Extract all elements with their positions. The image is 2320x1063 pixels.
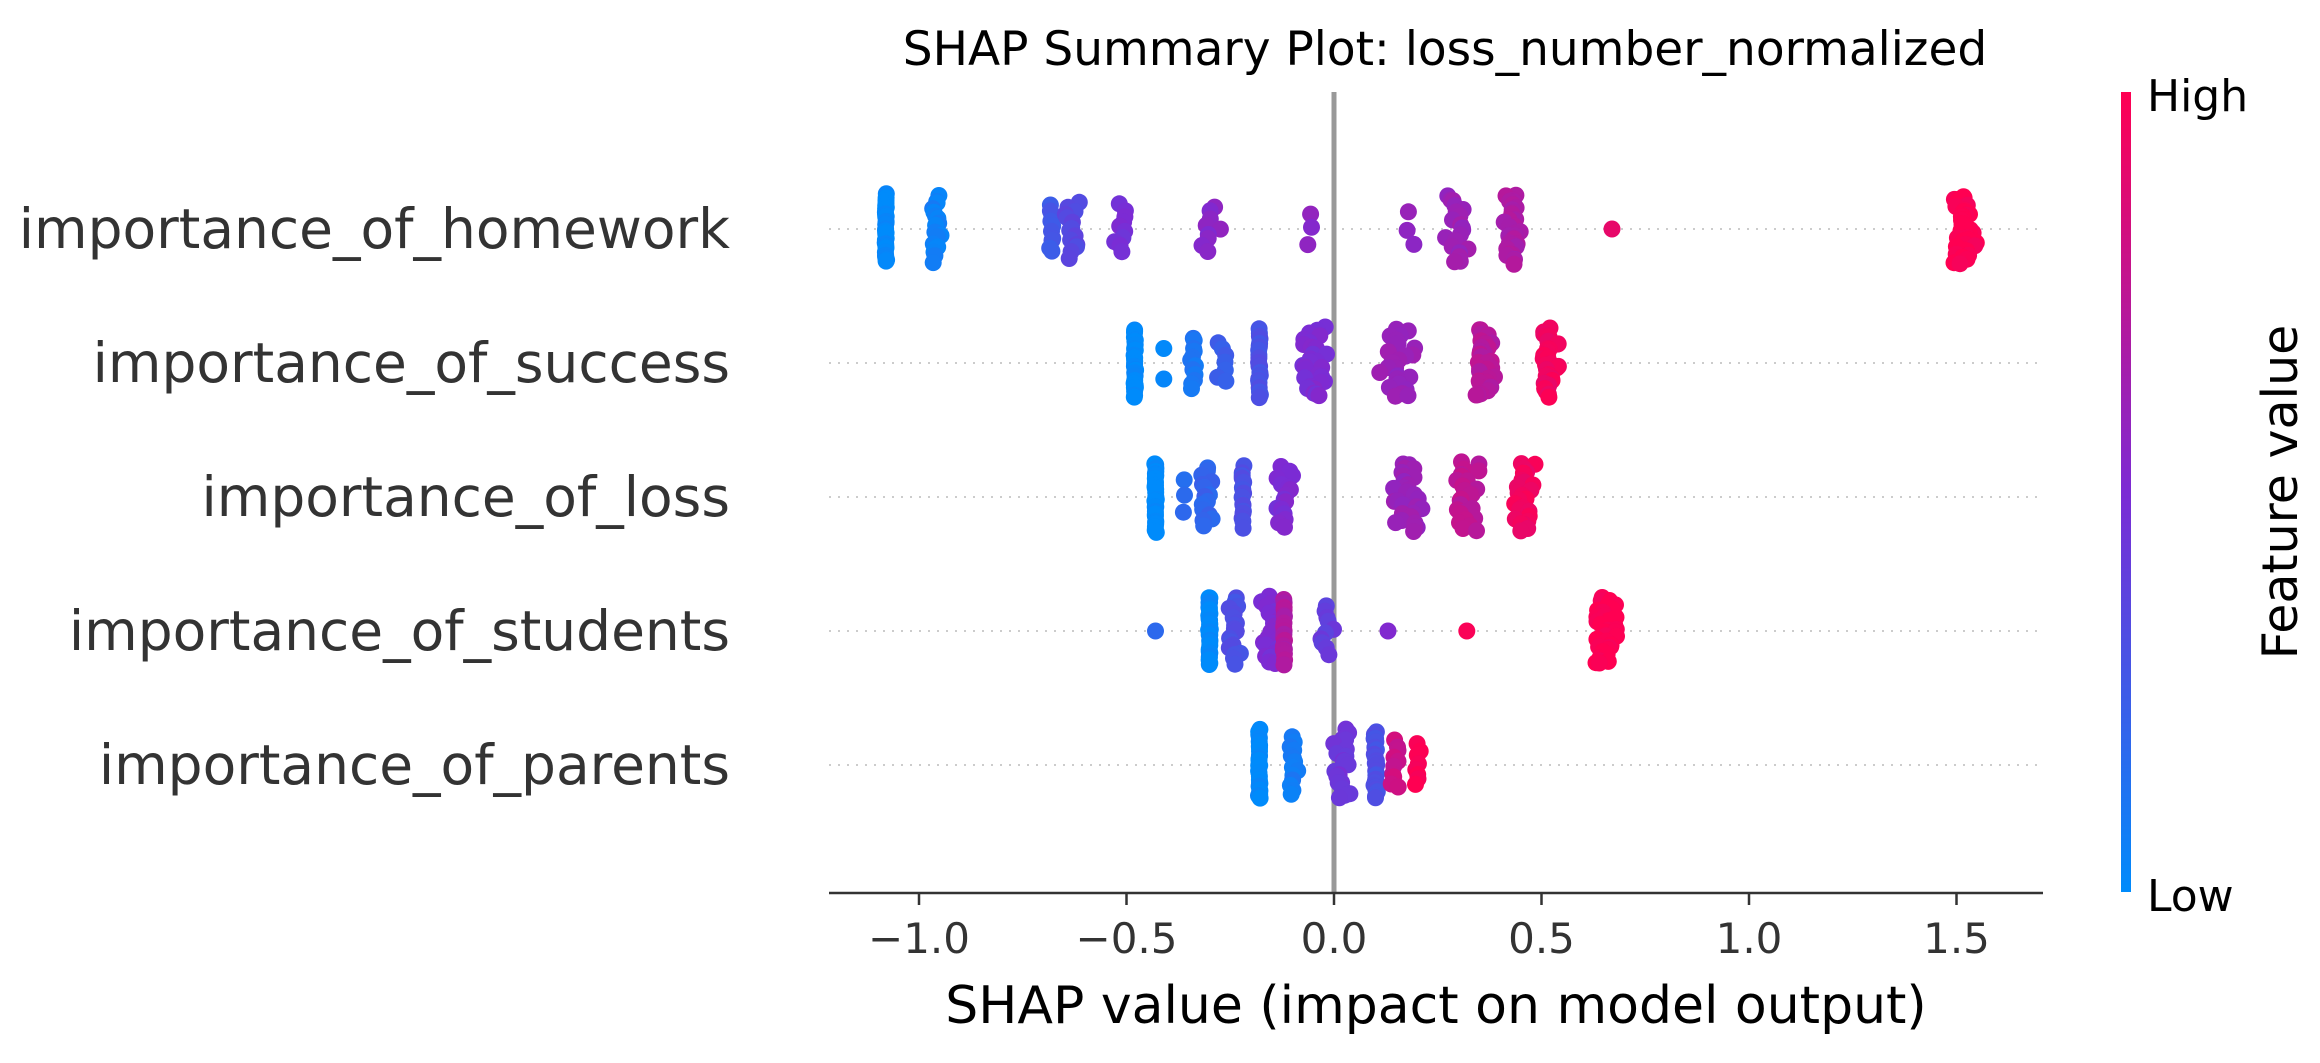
feature-labels: importance_of_homework importance_of_succ… [19,197,730,797]
shap-point-importance_of_homework-1-17 [924,254,942,272]
shap-point-importance_of_homework-4-9 [1113,243,1131,261]
shap-point-importance_of_loss-6-25 [1468,522,1485,540]
feature-label-importance_of_students: importance_of_students [69,599,730,663]
x-axis-label: SHAP value (impact on model output) [945,976,1926,1036]
shap-point-importance_of_loss-6-24 [1454,520,1472,537]
shap-point-importance_of_success-1-0 [1155,340,1173,357]
shap-point-importance_of_success-4-21 [1250,389,1268,407]
shap-point-importance_of_homework-6-1 [1303,218,1320,236]
colorbar-low-label: Low [2147,871,2234,922]
shap-point-importance_of_homework-9-33 [1505,255,1523,273]
shap-point-importance_of_homework-10-0 [1603,220,1621,238]
colorbar-high-label: High [2147,71,2248,122]
shap-point-importance_of_loss-7-25 [1512,522,1530,540]
shap-point-importance_of_success-0-27 [1125,388,1143,406]
shap-point-importance_of_parents-4-9 [1389,778,1407,796]
shap-point-importance_of_homework-5-8 [1199,243,1217,260]
shap-point-importance_of_success-8-31 [1540,388,1558,406]
shap-point-importance_of_students-0-0 [1147,622,1164,640]
feature-label-importance_of_success: importance_of_success [93,331,730,395]
shap-point-importance_of_loss-5-26 [1387,514,1405,532]
shap-point-importance_of_homework-7-0 [1399,203,1417,221]
shap-point-importance_of_loss-2-14 [1195,517,1213,535]
shap-point-importance_of_students-1-31 [1201,654,1219,672]
colorbar [2121,92,2131,892]
x-axis-ticks: −1.0 −0.5 0.0 0.5 1.0 1.5 [868,893,1990,963]
shap-point-importance_of_homework-3-13 [1060,250,1078,267]
shap-point-importance_of_success-5-29 [1310,387,1328,405]
x-tick-label: 1.0 [1716,914,1783,963]
shap-point-importance_of_loss-1-1 [1176,486,1193,504]
shap-point-importance_of_loss-1-0 [1175,471,1193,489]
shap-point-importance_of_success-7-31 [1467,386,1485,404]
shap-point-importance_of_success-3-6 [1217,372,1235,390]
shap-point-importance_of_homework-11-41 [1951,255,1969,273]
shap-point-importance_of_success-6-27 [1399,387,1417,405]
shap-point-importance_of_parents-2-19 [1330,789,1348,807]
shap-point-importance_of_students-8-41 [1590,654,1608,672]
shap-point-importance_of_homework-2-9 [1043,242,1061,260]
shap-point-importance_of_parents-1-13 [1282,785,1300,803]
shap-point-importance_of_success-2-11 [1183,380,1200,398]
x-tick-label: −0.5 [1076,914,1178,963]
x-tick-label: 0.5 [1508,914,1575,963]
feature-label-importance_of_homework: importance_of_homework [19,197,730,261]
shap-point-importance_of_parents-0-27 [1251,789,1269,807]
shap-point-importance_of_students-5-9 [1320,646,1338,664]
shap-point-importance_of_success-1-1 [1155,370,1173,388]
shap-point-importance_of_homework-7-1 [1398,221,1416,239]
shap-point-importance_of_loss-6-3 [1470,462,1488,480]
shap-point-importance_of_homework-6-0 [1302,205,1320,223]
shap-point-importance_of_students-6-0 [1379,622,1397,640]
shap-point-importance_of_parents-3-23 [1367,789,1384,807]
feature-gridlines [829,228,2043,766]
shap-point-importance_of_loss-3-15 [1234,519,1252,537]
shap-point-importance_of_loss-4-15 [1276,518,1293,536]
shap-point-importance_of_success-6-17 [1371,364,1389,381]
colorbar-title: Feature value [2252,325,2309,660]
shap-point-importance_of_homework-7-2 [1405,235,1423,253]
shap-point-importance_of_homework-8-19 [1446,253,1464,271]
chart-title: SHAP Summary Plot: loss_number_normalize… [903,22,1987,77]
shap-point-importance_of_students-4-17 [1275,656,1293,674]
x-tick-label: 0.0 [1301,914,1368,963]
shap-point-importance_of_loss-1-2 [1174,503,1192,521]
feature-label-importance_of_parents: importance_of_parents [99,733,730,797]
shap-points [876,185,1985,807]
x-tick-label: −1.0 [868,914,970,963]
shap-point-importance_of_homework-0-29 [877,252,895,270]
x-tick-label: 1.5 [1923,914,1990,963]
shap-point-importance_of_parents-5-7 [1407,775,1424,793]
feature-label-importance_of_loss: importance_of_loss [202,465,731,529]
shap-point-importance_of_loss-5-29 [1405,523,1423,540]
shap-point-importance_of_students-2-17 [1226,655,1244,673]
shap-point-importance_of_students-7-0 [1458,622,1476,640]
shap-point-importance_of_success-6-26 [1386,387,1404,405]
shap-point-importance_of_homework-6-2 [1299,236,1317,254]
shap-point-importance_of_loss-0-29 [1147,523,1165,541]
